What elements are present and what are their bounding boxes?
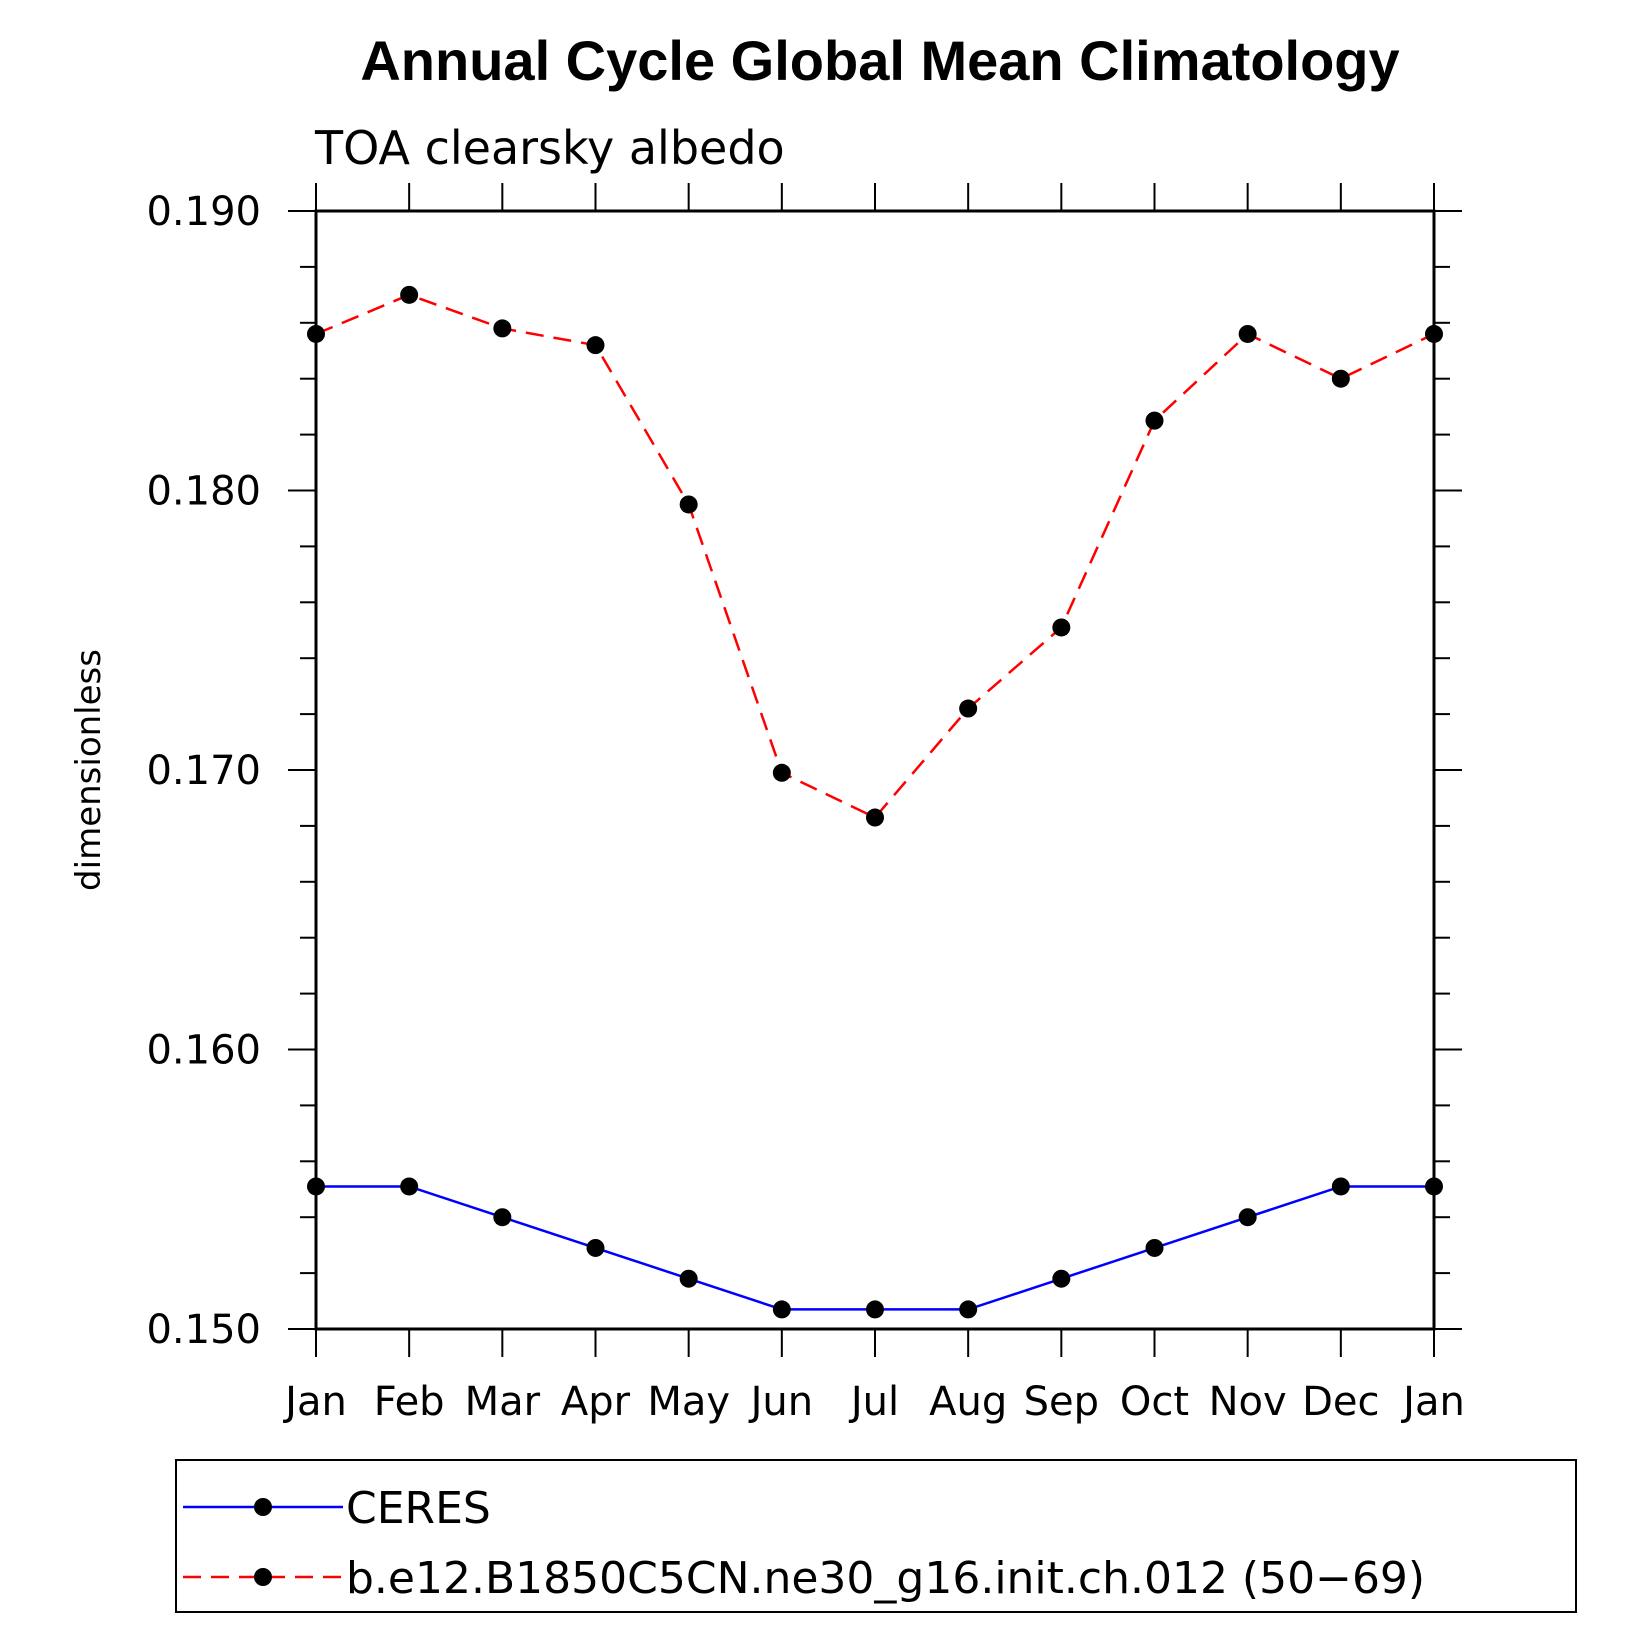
- series-1-point: [959, 1300, 978, 1319]
- series-1-point: [866, 1300, 884, 1319]
- series-2-point: [1331, 369, 1350, 388]
- plot-border: [314, 209, 1436, 1331]
- x-axis: Jan Feb Mar Apr May Jun Jul Aug Sep Oct Nov Dec Jan: [282, 183, 1465, 1425]
- x-tick-label: Apr: [561, 1379, 631, 1425]
- y-tick-label: 0.190: [146, 189, 261, 235]
- x-tick-label: Dec: [1302, 1379, 1379, 1425]
- plot-frame: [314, 209, 1436, 1331]
- legend-marker-2: [254, 1568, 272, 1586]
- series-1-point: [1331, 1177, 1350, 1196]
- series-1-point: [1145, 1238, 1164, 1257]
- series-2-point: [493, 319, 512, 338]
- x-tick-label: Feb: [374, 1379, 445, 1425]
- x-tick-label: May: [647, 1379, 730, 1425]
- y-tick-label: 0.150: [146, 1307, 261, 1353]
- legend: CERES b.e12.B1850C5CN.ne30_g16.init.ch.01…: [175, 1459, 1577, 1613]
- x-tick-label: Jan: [282, 1379, 347, 1425]
- series-1-point: [1238, 1208, 1257, 1227]
- series-2-point: [679, 495, 698, 514]
- series-1-point: [307, 1177, 325, 1196]
- x-tick-label: Mar: [465, 1379, 541, 1425]
- x-tick-label: Oct: [1120, 1379, 1189, 1425]
- series-1-point: [1052, 1269, 1071, 1288]
- y-tick-label: 0.180: [146, 469, 261, 515]
- legend-marker-1: [254, 1498, 272, 1516]
- series-2-point: [1425, 324, 1443, 343]
- series-2-point: [307, 324, 325, 343]
- series-line-2: [315, 293, 1435, 820]
- series-2-point: [772, 763, 791, 782]
- series-2-point: [586, 336, 605, 355]
- legend-box: [175, 1459, 1577, 1613]
- series-1-point: [1425, 1177, 1443, 1196]
- y-axis: 0.150 0.160 0.170 0.180 0.190: [146, 189, 1462, 1353]
- y-tick-label: 0.170: [146, 748, 261, 794]
- series-1-point: [586, 1238, 605, 1257]
- x-tick-label: Nov: [1209, 1379, 1287, 1425]
- series-2-point: [959, 699, 978, 718]
- series-layer: [307, 285, 1443, 1319]
- x-tick-label: Jun: [748, 1379, 814, 1425]
- series-2-point: [1238, 324, 1257, 343]
- x-tick-label: Aug: [929, 1379, 1007, 1425]
- series-1-point: [493, 1208, 512, 1227]
- series-1-point: [772, 1300, 791, 1319]
- series-2-point: [866, 808, 884, 827]
- series-2-point: [1145, 411, 1164, 430]
- x-tick-label: Jan: [1400, 1379, 1465, 1425]
- chart-subtitle: TOA clearsky albedo: [314, 121, 785, 175]
- series-1-point: [679, 1269, 698, 1288]
- x-tick-label: Jul: [848, 1379, 899, 1425]
- series-2-point: [1052, 618, 1071, 637]
- y-axis-label: dimensionless: [69, 649, 109, 891]
- series-1-point: [400, 1177, 419, 1196]
- x-tick-label: Sep: [1024, 1379, 1099, 1425]
- series-2-point: [400, 285, 419, 304]
- legend-label-1: CERES: [346, 1483, 491, 1534]
- chart-title: Annual Cycle Global Mean Climatology: [360, 29, 1399, 92]
- legend-label-2: b.e12.B1850C5CN.ne30_g16.init.ch.012 (50…: [346, 1553, 1425, 1604]
- series-line-1: [316, 1185, 1434, 1311]
- y-tick-label: 0.160: [146, 1028, 261, 1074]
